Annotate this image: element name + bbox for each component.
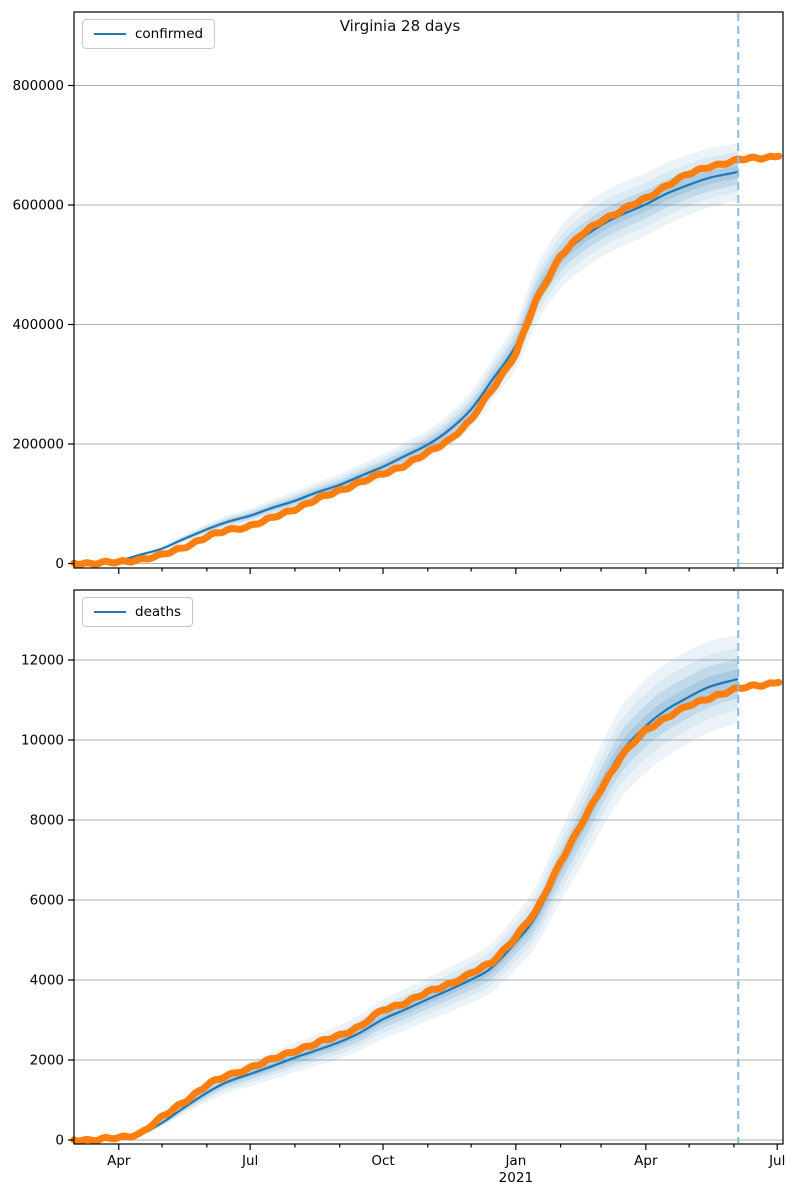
x-tick-label: Oct: [371, 1153, 394, 1169]
axes-spines-deaths: [73, 589, 784, 1145]
y-tick-label: 10000: [21, 733, 64, 749]
legend-deaths: deaths: [82, 597, 194, 627]
y-tick-label: 12000: [21, 653, 64, 669]
confidence-band-confirmed-q2: [74, 158, 739, 564]
actual-line-deaths: [70, 678, 783, 1145]
confidence-band-confirmed-q1: [74, 151, 739, 564]
legend-confirmed: confirmed: [82, 19, 216, 49]
legend-label-deaths: deaths: [135, 604, 182, 620]
y-tick-label: 0: [55, 556, 64, 572]
y-tick-label: 800000: [12, 78, 64, 94]
y-tick-label: 4000: [30, 973, 64, 989]
x-tick-label: Apr: [634, 1153, 658, 1169]
x-tick-label: Apr: [107, 1153, 131, 1169]
y-tick-label: 0: [55, 1133, 64, 1149]
y-tick-label: 200000: [12, 437, 64, 453]
y-tick-label: 6000: [30, 893, 64, 909]
axes-spines-confirmed: [73, 11, 784, 569]
y-tick-label: 600000: [12, 198, 64, 214]
y-tick-label: 8000: [30, 813, 64, 829]
legend-label-confirmed: confirmed: [135, 26, 204, 42]
y-tick-label: 2000: [30, 1053, 64, 1069]
legend-line-sample-confirmed: [94, 33, 126, 35]
x-tick-label: Jul: [241, 1153, 258, 1169]
chart-title: Virginia 28 days: [339, 17, 461, 35]
legend-line-sample-deaths: [94, 611, 126, 613]
model-line-confirmed: [73, 170, 739, 565]
actual-line-confirmed: [70, 152, 783, 569]
y-tick-label: 400000: [12, 317, 64, 333]
confidence-band-deaths-q0: [74, 635, 739, 1140]
x-axis-year-label: 2021: [499, 1170, 533, 1186]
x-tick-label: Jul: [768, 1153, 785, 1169]
confidence-band-deaths-q1: [74, 648, 739, 1140]
x-tick-label: Jan: [504, 1153, 526, 1169]
